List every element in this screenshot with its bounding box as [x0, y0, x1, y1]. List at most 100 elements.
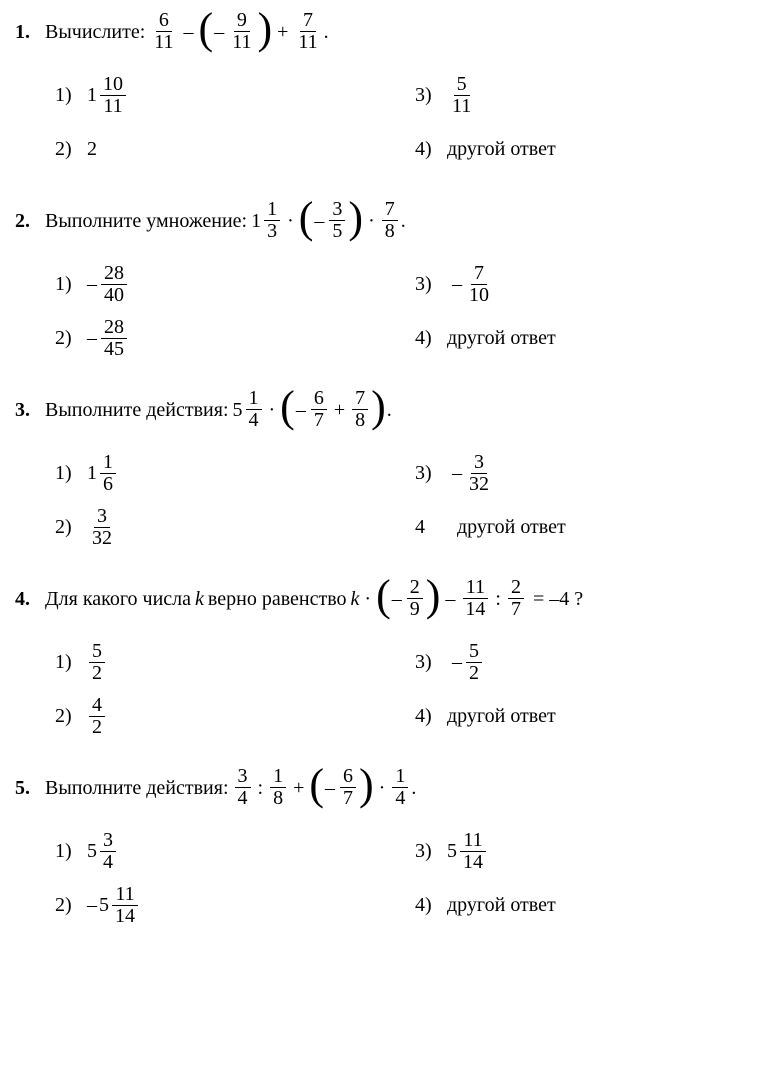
prompt-row: 1. Вычислите: 611 – ( – 911 ) + 711 .: [15, 10, 758, 53]
options: 1) 52 3) – 52 2) 42 4): [15, 640, 758, 738]
minus-op: –: [445, 587, 455, 611]
options: 1) 1 16 3) – 332 2) 332: [15, 451, 758, 549]
option-number: 4): [415, 326, 447, 350]
plus-op: +: [293, 776, 304, 800]
option-3: 3) – 710: [415, 262, 494, 306]
problem-number: 2.: [15, 209, 45, 233]
option-value: другой ответ: [457, 515, 566, 539]
option-number: 2): [55, 704, 87, 728]
option-3: 3) – 332: [415, 451, 494, 495]
neg-sign: –: [296, 398, 306, 422]
option-number: 3): [415, 650, 447, 674]
option-number: 2): [55, 326, 87, 350]
problem-number: 1.: [15, 20, 45, 44]
prompt-text: Выполните умножение: 1 13 · ( – 35 ) · 7…: [45, 199, 406, 242]
option-number: 2): [55, 137, 87, 161]
prompt-label: Вычислите:: [45, 20, 145, 44]
option-value: – 2845: [87, 317, 129, 360]
problem-5: 5. Выполните действия: 34 : 18 + ( – 67 …: [15, 766, 758, 927]
options: 1) 1 1011 3) 511 2) 2 4) другой ответ: [15, 73, 758, 171]
expression: 5 14 · ( – 67 + 78 ) .: [233, 388, 392, 431]
variable-k: k: [195, 587, 204, 611]
option-number: 1): [55, 461, 87, 485]
prompt-text: Вычислите: 611 – ( – 911 ) + 711 .: [45, 10, 329, 53]
dot-op: ·: [364, 587, 371, 611]
dot-op: ·: [287, 209, 294, 233]
option-1: 1) 1 16: [55, 451, 415, 495]
option-value: другой ответ: [447, 704, 556, 728]
option-number: 3): [415, 839, 447, 863]
prompt-row: 4. Для какого числа k верно равенство k …: [15, 577, 758, 620]
option-4: 4) другой ответ: [415, 883, 556, 927]
option-3: 3) 5 1114: [415, 829, 488, 873]
option-4: 4 другой ответ: [415, 505, 566, 549]
prompt-text: Для какого числа k верно равенство k · (…: [45, 577, 583, 620]
problem-number: 3.: [15, 398, 45, 422]
prompt-row: 3. Выполните действия: 5 14 · ( – 67 + 7…: [15, 388, 758, 431]
option-value: 5 34: [87, 830, 118, 873]
option-value: 332: [87, 506, 117, 549]
option-number: 4: [415, 515, 447, 539]
fraction: 611: [151, 10, 176, 53]
option-number: 4): [415, 137, 447, 161]
neg-sign: –: [392, 587, 402, 611]
prompt-label: Выполните действия:: [45, 398, 229, 422]
option-number: 1): [55, 650, 87, 674]
option-4: 4) другой ответ: [415, 694, 556, 738]
option-2: 2) 2: [55, 127, 415, 171]
option-1: 1) – 2840: [55, 262, 415, 306]
problem-3: 3. Выполните действия: 5 14 · ( – 67 + 7…: [15, 388, 758, 549]
minus-op: –: [184, 20, 194, 44]
option-2: 2) –5 1114: [55, 883, 415, 927]
prompt-label: Выполните умножение:: [45, 209, 247, 233]
expression: k · ( – 29 ) – 1114 : 27 = –4 ?: [351, 577, 584, 620]
option-value: другой ответ: [447, 893, 556, 917]
prompt-text: Выполните действия: 5 14 · ( – 67 + 78 )…: [45, 388, 392, 431]
option-2: 2) 42: [55, 694, 415, 738]
option-value: 52: [87, 641, 107, 684]
prompt-row: 5. Выполните действия: 34 : 18 + ( – 67 …: [15, 766, 758, 809]
option-1: 1) 1 1011: [55, 73, 415, 117]
option-value: 42: [87, 695, 107, 738]
option-value: – 710: [447, 263, 494, 306]
option-number: 2): [55, 515, 87, 539]
option-number: 3): [415, 461, 447, 485]
option-2: 2) – 2845: [55, 316, 415, 360]
option-1: 1) 52: [55, 640, 415, 684]
option-value: – 2840: [87, 263, 129, 306]
prompt-label: Выполните действия:: [45, 776, 229, 800]
option-value: – 332: [447, 452, 494, 495]
rhs: = –4 ?: [533, 587, 583, 611]
period: .: [324, 20, 329, 44]
option-3: 3) – 52: [415, 640, 484, 684]
options: 1) – 2840 3) – 710 2) – 2845: [15, 262, 758, 360]
option-number: 1): [55, 839, 87, 863]
neg-sign: –: [325, 776, 335, 800]
dot-op: ·: [379, 776, 386, 800]
option-value: другой ответ: [447, 326, 556, 350]
prompt-pre: Для какого числа: [45, 587, 191, 611]
option-value: 2: [87, 137, 97, 161]
option-1: 1) 5 34: [55, 829, 415, 873]
fraction: 911: [229, 10, 254, 53]
option-number: 3): [415, 272, 447, 296]
expression: 611 – ( – 911 ) + 711 .: [149, 10, 328, 53]
option-value: – 52: [447, 641, 484, 684]
option-4: 4) другой ответ: [415, 127, 556, 171]
problem-number: 5.: [15, 776, 45, 800]
option-value: –5 1114: [87, 884, 140, 927]
option-number: 4): [415, 893, 447, 917]
expression: 34 : 18 + ( – 67 ) · 14 .: [233, 766, 417, 809]
prompt-mid: верно равенство: [208, 587, 347, 611]
colon-op: :: [495, 587, 501, 611]
plus-op: +: [334, 398, 345, 422]
problem-2: 2. Выполните умножение: 1 13 · ( – 35 ) …: [15, 199, 758, 360]
expression: 1 13 · ( – 35 ) · 78 .: [251, 199, 406, 242]
options: 1) 5 34 3) 5 1114 2) –5 1114: [15, 829, 758, 927]
option-4: 4) другой ответ: [415, 316, 556, 360]
period: .: [401, 209, 406, 233]
option-2: 2) 332: [55, 505, 415, 549]
period: .: [387, 398, 392, 422]
variable-k: k: [351, 587, 360, 611]
option-value: 511: [447, 74, 476, 117]
